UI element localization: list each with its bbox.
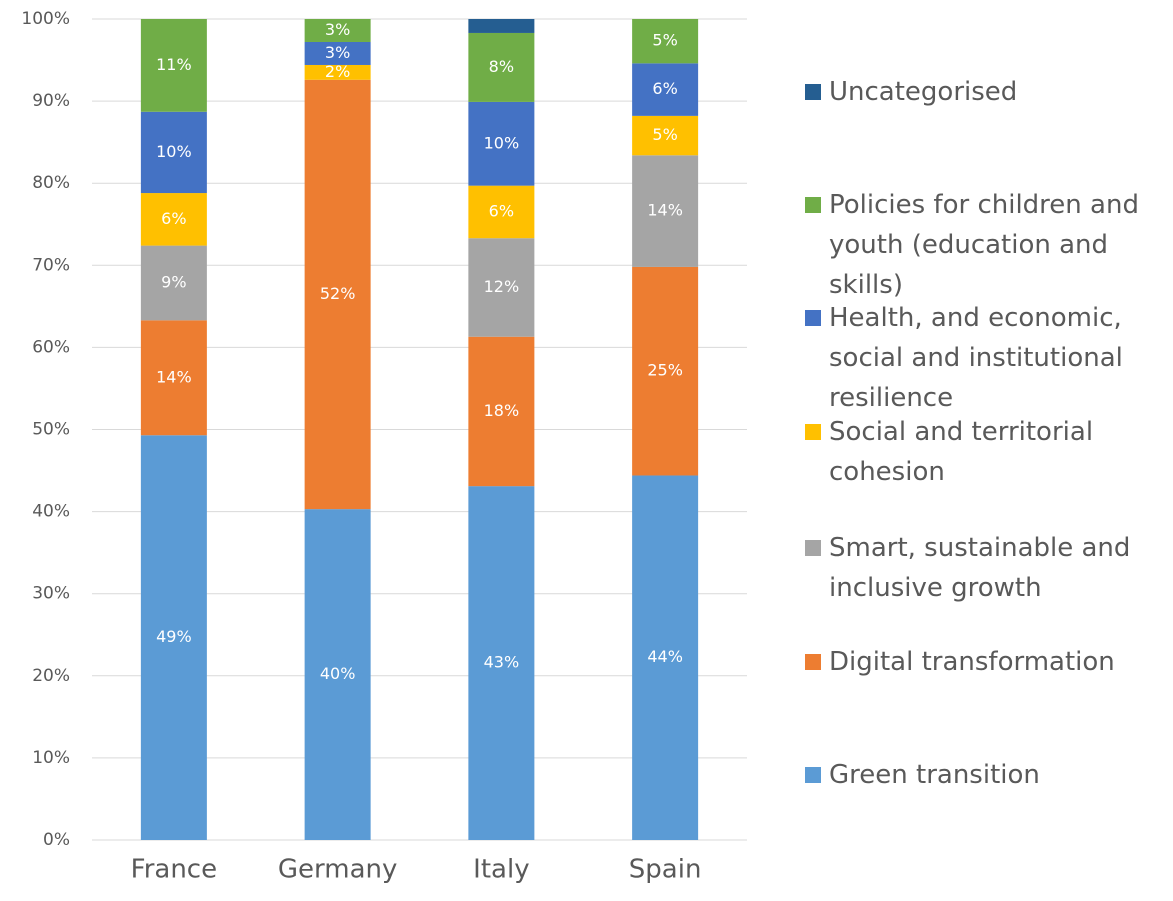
y-tick-label: 90%	[32, 91, 70, 111]
y-tick-label: 100%	[21, 9, 70, 29]
data-label: 5%	[652, 125, 677, 144]
data-label: 9%	[161, 272, 186, 291]
data-label: 10%	[484, 133, 520, 152]
data-label: 12%	[484, 277, 520, 296]
y-tick-label: 80%	[32, 173, 70, 193]
bar-segment	[632, 63, 699, 116]
y-tick-label: 20%	[32, 666, 70, 686]
y-tick-label: 70%	[32, 255, 70, 275]
legend-item: Smart, sustainable and inclusive growth	[805, 528, 1173, 608]
data-label: 14%	[156, 367, 192, 386]
bar-segment	[140, 111, 207, 194]
x-tick-label: Germany	[278, 855, 398, 885]
legend-swatch	[805, 84, 821, 100]
bar-segment	[468, 19, 535, 33]
data-label: 6%	[652, 79, 677, 98]
legend-item: Green transition	[805, 755, 1173, 795]
data-label: 2%	[325, 62, 350, 81]
legend-swatch	[805, 424, 821, 440]
bar-segment	[468, 238, 535, 337]
data-label: 11%	[156, 55, 192, 74]
bar-segment	[632, 19, 699, 64]
y-tick-label: 60%	[32, 337, 70, 357]
y-tick-label: 30%	[32, 584, 70, 604]
data-label: 40%	[320, 664, 356, 683]
data-label: 52%	[320, 284, 356, 303]
legend-swatch	[805, 540, 821, 556]
legend-label: Health, and economic, social and institu…	[829, 303, 1123, 413]
bar-segment	[304, 79, 371, 510]
legend-label: Uncategorised	[829, 77, 1018, 107]
bar-segment	[304, 41, 371, 65]
legend-item: Digital transformation	[805, 642, 1173, 682]
bar-segment	[468, 185, 535, 239]
data-label: 43%	[484, 653, 520, 672]
data-label: 3%	[325, 43, 350, 62]
x-tick-label: Spain	[629, 855, 702, 885]
bar-segment	[632, 115, 699, 156]
legend-swatch	[805, 310, 821, 326]
bar-segment	[140, 245, 207, 321]
data-label: 3%	[325, 20, 350, 39]
bar-segment	[304, 509, 371, 840]
bar-segment	[632, 155, 699, 267]
data-label: 18%	[484, 401, 520, 420]
bar-segment	[468, 486, 535, 840]
bar-segment	[468, 32, 535, 102]
legend-item: Social and territorial cohesion	[805, 412, 1173, 492]
bar-segment	[140, 435, 207, 840]
data-label: 44%	[647, 647, 683, 666]
x-tick-label: Italy	[473, 855, 529, 885]
bar-segment	[140, 19, 207, 112]
y-tick-label: 0%	[43, 830, 70, 850]
legend-swatch	[805, 197, 821, 213]
data-label: 49%	[156, 627, 192, 646]
legend-item: Health, and economic, social and institu…	[805, 298, 1173, 418]
data-label: 10%	[156, 142, 192, 161]
data-label: 6%	[161, 209, 186, 228]
bar-segment	[468, 101, 535, 186]
legend-swatch	[805, 654, 821, 670]
legend-label: Smart, sustainable and inclusive growth	[829, 533, 1131, 603]
bar-segment	[140, 320, 207, 436]
legend-label: Green transition	[829, 760, 1040, 790]
y-tick-label: 40%	[32, 502, 70, 522]
bar-segment	[468, 336, 535, 487]
data-label: 25%	[647, 361, 683, 380]
legend-item: Policies for children and youth (educati…	[805, 185, 1173, 305]
legend-label: Policies for children and youth (educati…	[829, 190, 1139, 300]
legend-label: Social and territorial cohesion	[829, 417, 1094, 487]
y-tick-label: 10%	[32, 748, 70, 768]
bar-segment	[304, 64, 371, 80]
legend-label: Digital transformation	[829, 647, 1115, 677]
legend-swatch	[805, 767, 821, 783]
y-tick-label: 50%	[32, 420, 70, 440]
bar-segment	[632, 475, 699, 840]
data-label: 5%	[652, 31, 677, 50]
legend-item: Uncategorised	[805, 72, 1173, 112]
data-label: 6%	[489, 201, 514, 220]
bar-segment	[632, 266, 699, 476]
bar-segment	[304, 19, 371, 42]
bar-segment	[140, 193, 207, 246]
x-tick-label: France	[131, 855, 217, 885]
data-label: 8%	[489, 57, 514, 76]
data-label: 14%	[647, 201, 683, 220]
